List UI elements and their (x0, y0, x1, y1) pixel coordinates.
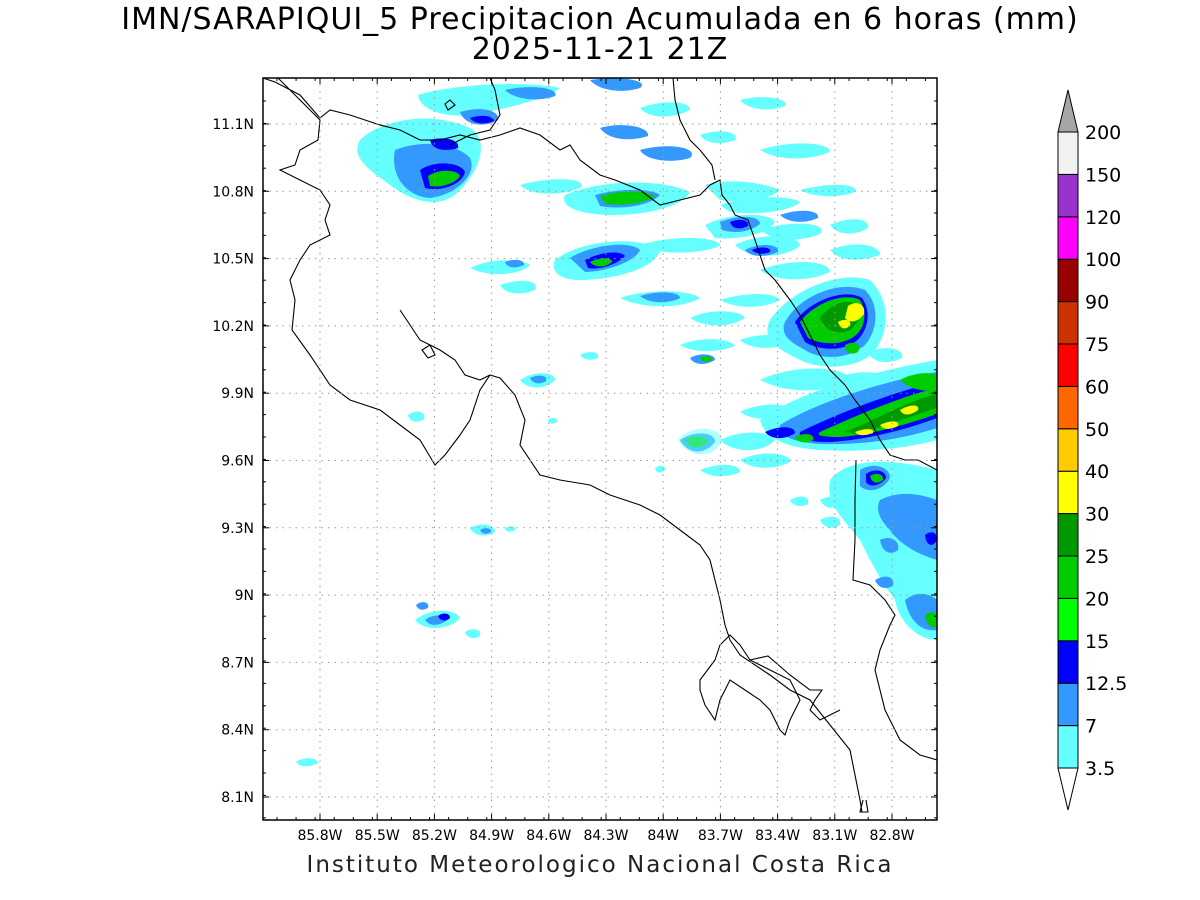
lon-tick-label: 84.9W (469, 828, 514, 844)
map-timestamp: 2025-11-21 21Z (471, 32, 729, 67)
colorbar: 3.5 7 12.5 15 20 25 30 40 50 60 75 90 100 120 150 200 (1057, 89, 1127, 811)
colorbar-level-label: 12.5 (1085, 673, 1127, 695)
lon-tick-label: 83.4W (755, 828, 800, 844)
colorbar-bottom-arrow (1057, 767, 1079, 811)
lat-tick-label: 9.3N (221, 521, 254, 537)
colorbar-swatch (1057, 725, 1079, 769)
lat-tick-label: 10.8N (212, 184, 254, 200)
colorbar-swatch (1057, 470, 1079, 515)
colorbar-swatch (1057, 131, 1079, 175)
graticule (263, 78, 937, 820)
lon-tick-label: 83.1W (812, 828, 857, 844)
colorbar-level-label: 30 (1085, 504, 1109, 526)
colorbar-swatch (1057, 597, 1079, 642)
lat-tick-label: 9.6N (221, 454, 254, 470)
lat-tick-label: 8.1N (221, 790, 254, 806)
lat-tick-label: 9.9N (221, 386, 254, 402)
colorbar-level-label: 200 (1085, 122, 1121, 144)
colorbar-swatch (1057, 301, 1079, 345)
longitude-labels: 85.8W 85.5W 85.2W 84.9W 84.6W 84.3W 84W 83.7W 83… (297, 828, 914, 844)
colorbar-swatch (1057, 385, 1079, 430)
lon-tick-label: 85.5W (355, 828, 400, 844)
lon-tick-label: 84.6W (526, 828, 571, 844)
colorbar-level-label: 150 (1085, 164, 1121, 186)
colorbar-level-label: 50 (1085, 419, 1109, 441)
colorbar-level-label: 15 (1085, 631, 1109, 653)
colorbar-swatch (1057, 428, 1079, 472)
footer-credit: Instituto Meteorologico Nacional Costa R… (306, 852, 894, 878)
lat-tick-label: 11.1N (212, 117, 254, 133)
colorbar-level-label: 20 (1085, 588, 1109, 610)
lat-tick-label: 8.7N (221, 655, 254, 671)
colorbar-level-label: 40 (1085, 461, 1109, 483)
map-frame (262, 77, 938, 821)
colorbar-swatch (1057, 640, 1079, 684)
colorbar-level-label: 60 (1085, 376, 1109, 398)
map-title: IMN/SARAPIQUI_5 Precipitacion Acumulada … (121, 2, 1079, 37)
latitude-labels: 11.1N 10.8N 10.5N 10.2N 9.9N 9.6N 9.3N 9N 8.7N 8.… (212, 117, 254, 806)
lat-tick-label: 10.2N (212, 319, 254, 335)
colorbar-level-label: 3.5 (1085, 758, 1115, 780)
precipitation-field (296, 78, 937, 767)
lat-tick-label: 10.5N (212, 252, 254, 268)
colorbar-swatch (1057, 513, 1079, 557)
lon-tick-label: 85.8W (297, 828, 342, 844)
colorbar-level-label: 100 (1085, 249, 1121, 271)
colorbar-level-label: 7 (1085, 716, 1097, 738)
lon-tick-label: 85.2W (412, 828, 457, 844)
colorbar-level-label: 90 (1085, 292, 1109, 314)
lon-tick-label: 84.3W (583, 828, 628, 844)
colorbar-level-label: 75 (1085, 334, 1109, 356)
colorbar-top-arrow (1057, 89, 1079, 133)
colorbar-level-label: 25 (1085, 546, 1109, 568)
lat-tick-label: 8.4N (221, 723, 254, 739)
colorbar-swatch (1057, 216, 1079, 260)
colorbar-swatch (1057, 343, 1079, 387)
colorbar-swatch (1057, 173, 1079, 218)
lon-tick-label: 84W (647, 828, 679, 844)
colorbar-swatch (1057, 682, 1079, 727)
colorbar-swatch (1057, 555, 1079, 599)
colorbar-level-label: 120 (1085, 207, 1121, 229)
lat-tick-label: 9N (235, 588, 254, 604)
lon-tick-label: 82.8W (869, 828, 914, 844)
lon-tick-label: 83.7W (698, 828, 743, 844)
colorbar-swatch (1057, 258, 1079, 303)
axis-ticks (263, 78, 937, 820)
